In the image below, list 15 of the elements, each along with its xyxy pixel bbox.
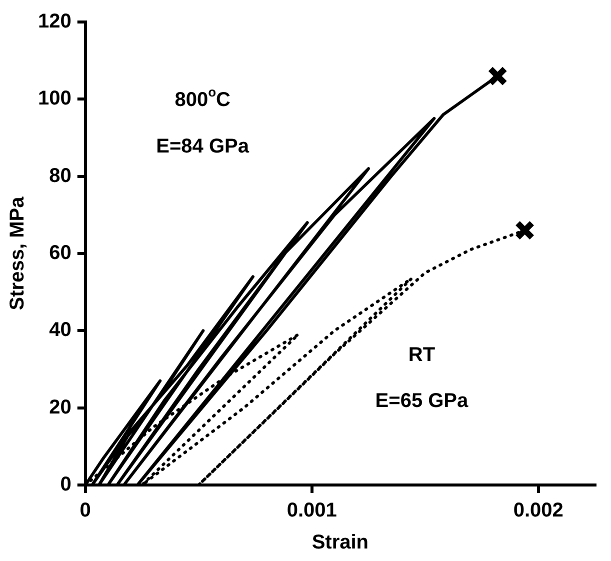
x-axis-title: Strain — [312, 532, 369, 554]
y-tick-label: 100 — [38, 88, 72, 110]
x-tick-label: 0.002 — [513, 500, 564, 522]
y-axis-title: Stress, MPa — [6, 196, 29, 310]
y-tick-label: 20 — [49, 396, 72, 418]
y-tick-label: 60 — [49, 242, 72, 264]
x-tick-label: 0 — [80, 500, 91, 522]
y-tick-label: 120 — [38, 10, 72, 33]
annotation: E=65 GPa — [375, 390, 470, 412]
y-tick-label: 40 — [49, 319, 72, 342]
annotation: E=84 GPa — [156, 136, 250, 158]
x-tick-label: 0.001 — [286, 500, 337, 522]
y-tick-label: 0 — [60, 474, 72, 496]
y-tick-label: 80 — [49, 164, 72, 187]
annotation: RT — [408, 344, 436, 366]
